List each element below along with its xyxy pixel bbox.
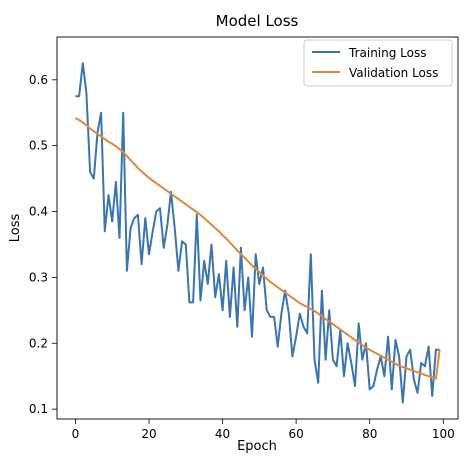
x-axis: 0 20 40 60 80 100 — [72, 419, 455, 441]
legend: Training Loss Validation Loss — [303, 39, 453, 87]
x-tick-label: 80 — [362, 427, 377, 441]
x-tick-label: 100 — [432, 427, 455, 441]
x-axis-label: Epoch — [237, 439, 277, 454]
legend-label-validation-loss: Validation Loss — [349, 66, 438, 80]
y-tick-label: 0.2 — [29, 336, 48, 350]
y-axis: 0.1 0.2 0.3 0.4 0.5 0.6 — [29, 73, 57, 416]
chart-title: Model Loss — [216, 12, 299, 30]
series-line-validation-loss — [74, 117, 441, 380]
y-tick-label: 0.5 — [29, 139, 48, 153]
plot-frame — [56, 36, 459, 420]
y-tick-label: 0.6 — [29, 73, 48, 87]
x-tick-label: 0 — [72, 427, 80, 441]
x-tick-label: 40 — [215, 427, 230, 441]
y-axis-label: Loss — [8, 214, 23, 243]
series-lines — [74, 62, 441, 404]
legend-label-training-loss: Training Loss — [348, 46, 426, 60]
x-tick-label: 20 — [141, 427, 156, 441]
x-tick-label: 60 — [288, 427, 303, 441]
y-tick-label: 0.1 — [29, 402, 48, 416]
y-tick-label: 0.4 — [29, 205, 48, 219]
legend-box — [303, 39, 453, 87]
plot-area — [56, 36, 459, 420]
y-tick-label: 0.3 — [29, 270, 48, 284]
